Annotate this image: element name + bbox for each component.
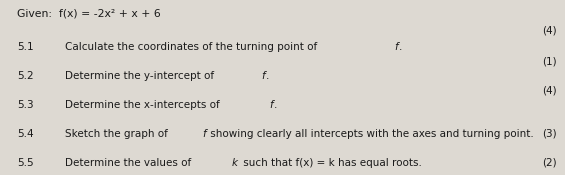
Text: .: . (273, 100, 277, 110)
Text: (4): (4) (542, 85, 557, 95)
Text: Sketch the graph of: Sketch the graph of (65, 129, 171, 139)
Text: showing clearly all intercepts with the axes and turning point.: showing clearly all intercepts with the … (207, 129, 533, 139)
Text: (2): (2) (542, 158, 557, 167)
Text: f: f (202, 129, 206, 139)
Text: .: . (399, 42, 403, 52)
Text: k: k (232, 158, 238, 167)
Text: 5.1: 5.1 (17, 42, 33, 52)
Text: f: f (394, 42, 398, 52)
Text: Calculate the coordinates of the turning point of: Calculate the coordinates of the turning… (65, 42, 320, 52)
Text: 5.5: 5.5 (17, 158, 33, 167)
Text: f: f (269, 100, 272, 110)
Text: 5.2: 5.2 (17, 71, 33, 81)
Text: Determine the x-intercepts of: Determine the x-intercepts of (65, 100, 223, 110)
Text: 5.3: 5.3 (17, 100, 33, 110)
Text: (3): (3) (542, 129, 557, 139)
Text: (1): (1) (542, 56, 557, 66)
Text: .: . (266, 71, 270, 81)
Text: (4): (4) (542, 25, 557, 35)
Text: such that f(x) = k has equal roots.: such that f(x) = k has equal roots. (240, 158, 421, 167)
Text: 5.4: 5.4 (17, 129, 33, 139)
Text: Determine the values of: Determine the values of (65, 158, 194, 167)
Text: Given:  f(x) = -2x² + x + 6: Given: f(x) = -2x² + x + 6 (17, 9, 160, 19)
Text: Determine the y-intercept of: Determine the y-intercept of (65, 71, 218, 81)
Text: f: f (262, 71, 265, 81)
